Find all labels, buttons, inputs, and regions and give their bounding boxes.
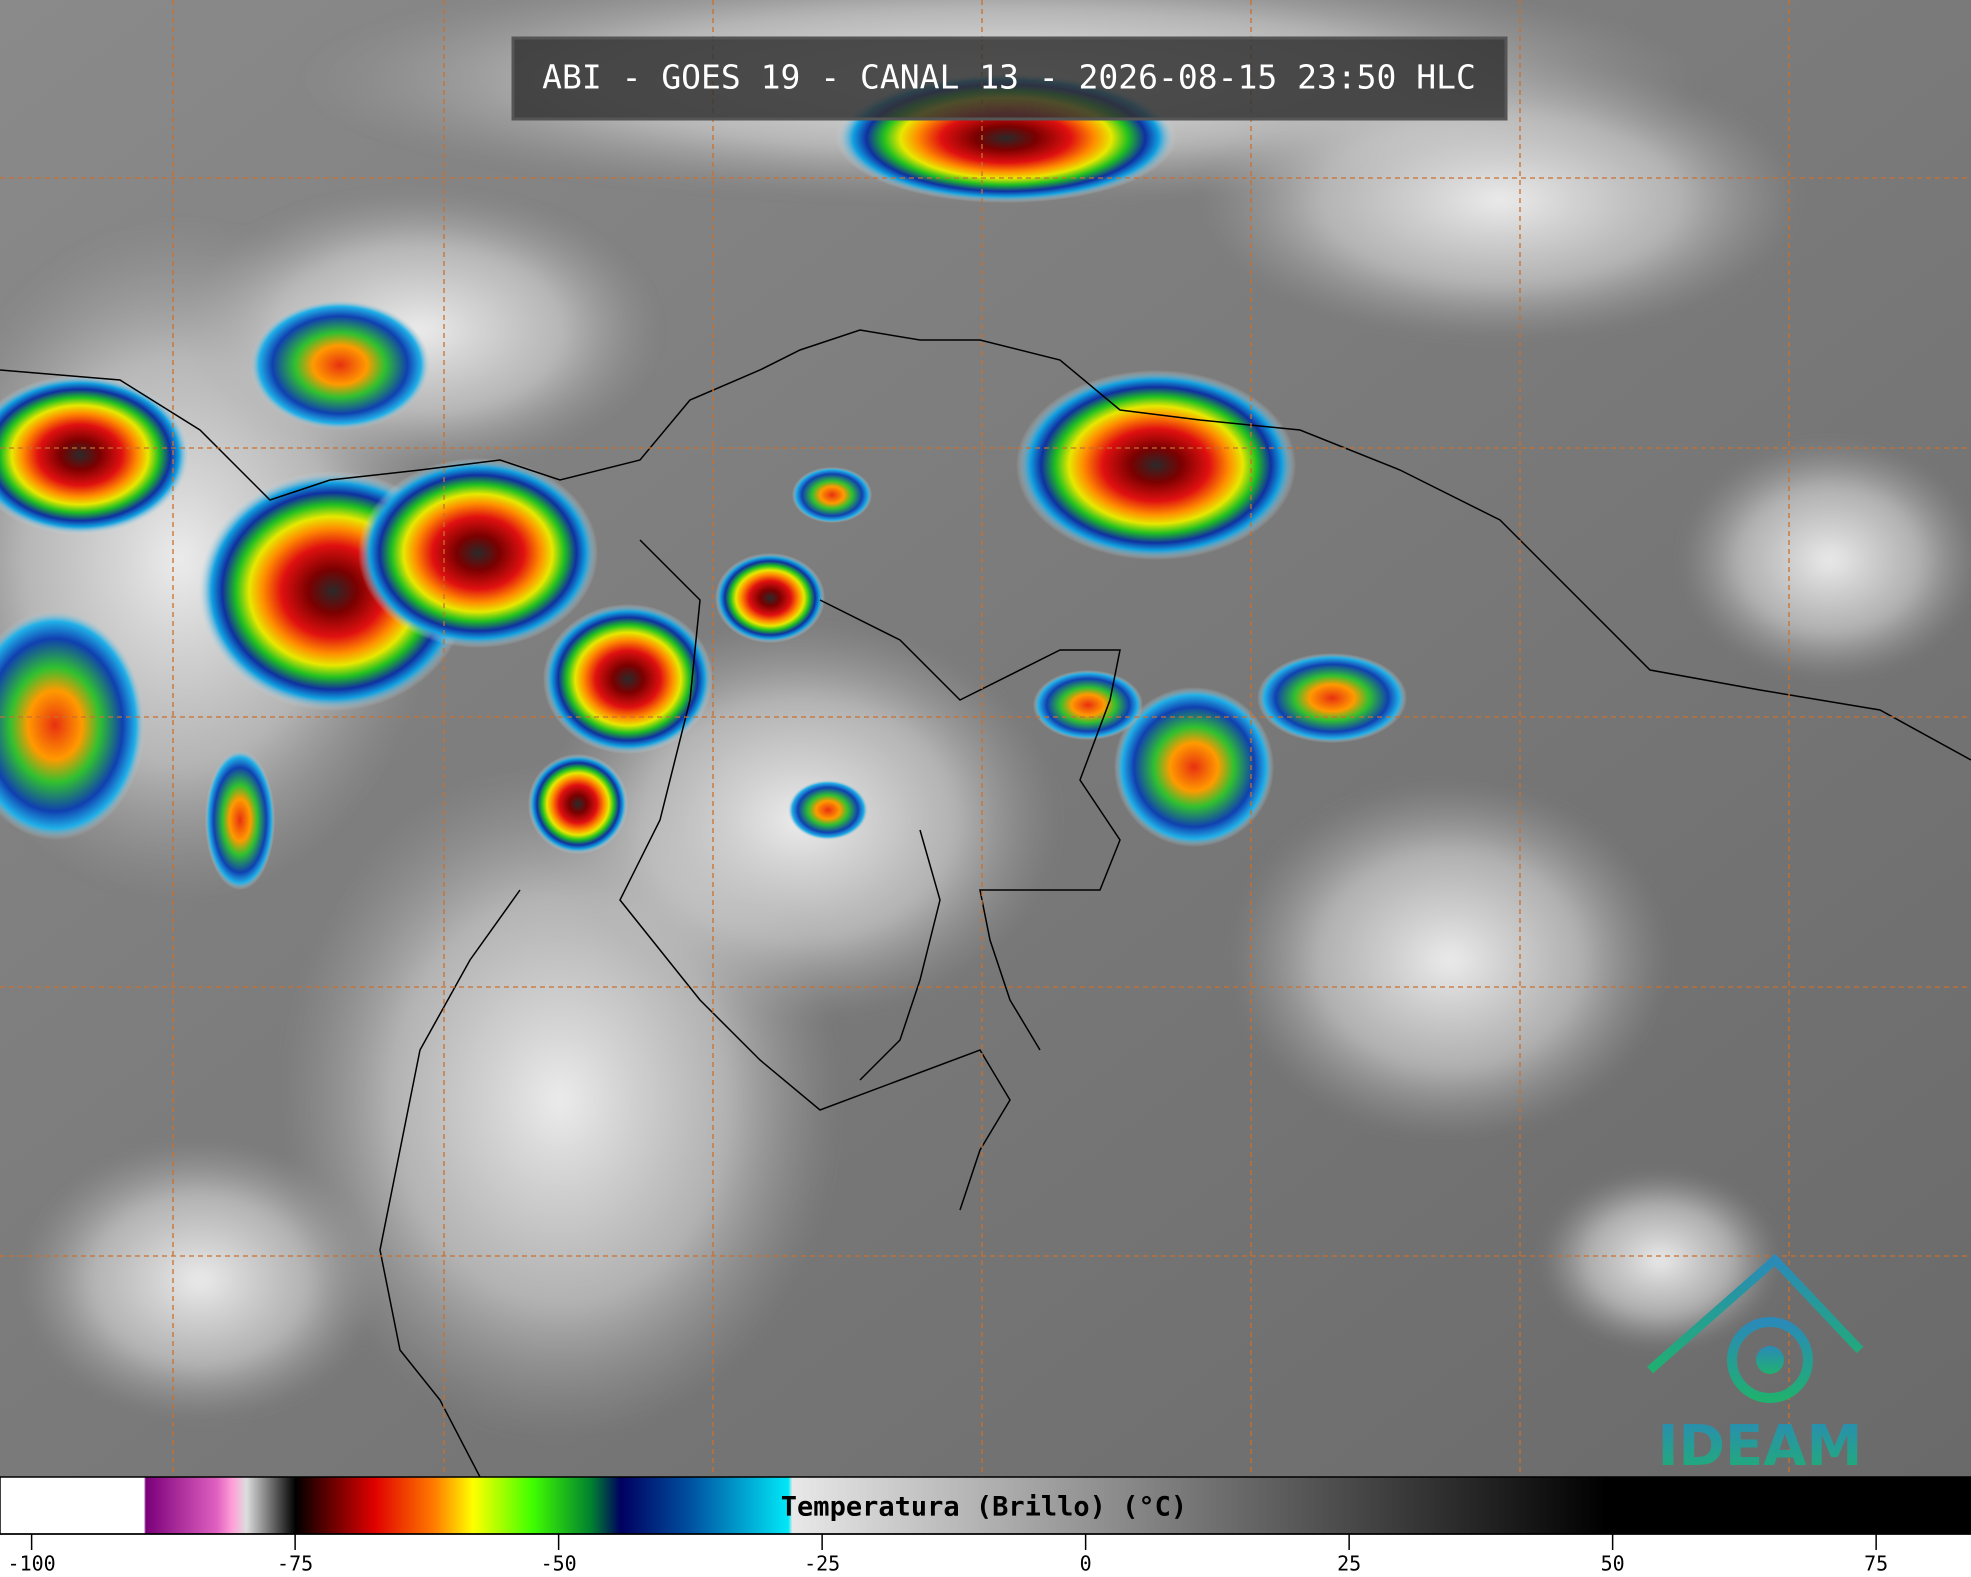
tick-label: -25 — [804, 1552, 840, 1576]
logo-swirl — [1727, 1317, 1813, 1403]
logo-roof — [1647, 1253, 1864, 1374]
title-box — [511, 36, 1508, 121]
tick-label: -75 — [277, 1552, 313, 1576]
storm-cells — [0, 73, 1407, 890]
colorbar — [0, 1476, 1971, 1535]
tick-label: 75 — [1864, 1552, 1888, 1576]
title: ABI - GOES 19 - CANAL 13 - 2026-08-15 23… — [542, 58, 1476, 97]
tick-label: -100 — [8, 1552, 56, 1576]
borders — [0, 329, 1971, 1478]
logo-text: IDEAM — [1658, 1414, 1863, 1479]
colorbar-label: Temperatura (Brillo) (°C) — [781, 1492, 1187, 1523]
cloud-cover — [0, 0, 1971, 1440]
tick-label: 0 — [1080, 1552, 1092, 1576]
logo-eye — [1756, 1346, 1784, 1374]
graticule — [0, 0, 1971, 1477]
logo: IDEAM — [1647, 1253, 1864, 1479]
tick-label: -50 — [541, 1552, 577, 1576]
tick-label: 50 — [1601, 1552, 1625, 1576]
tick-label: 25 — [1337, 1552, 1361, 1576]
